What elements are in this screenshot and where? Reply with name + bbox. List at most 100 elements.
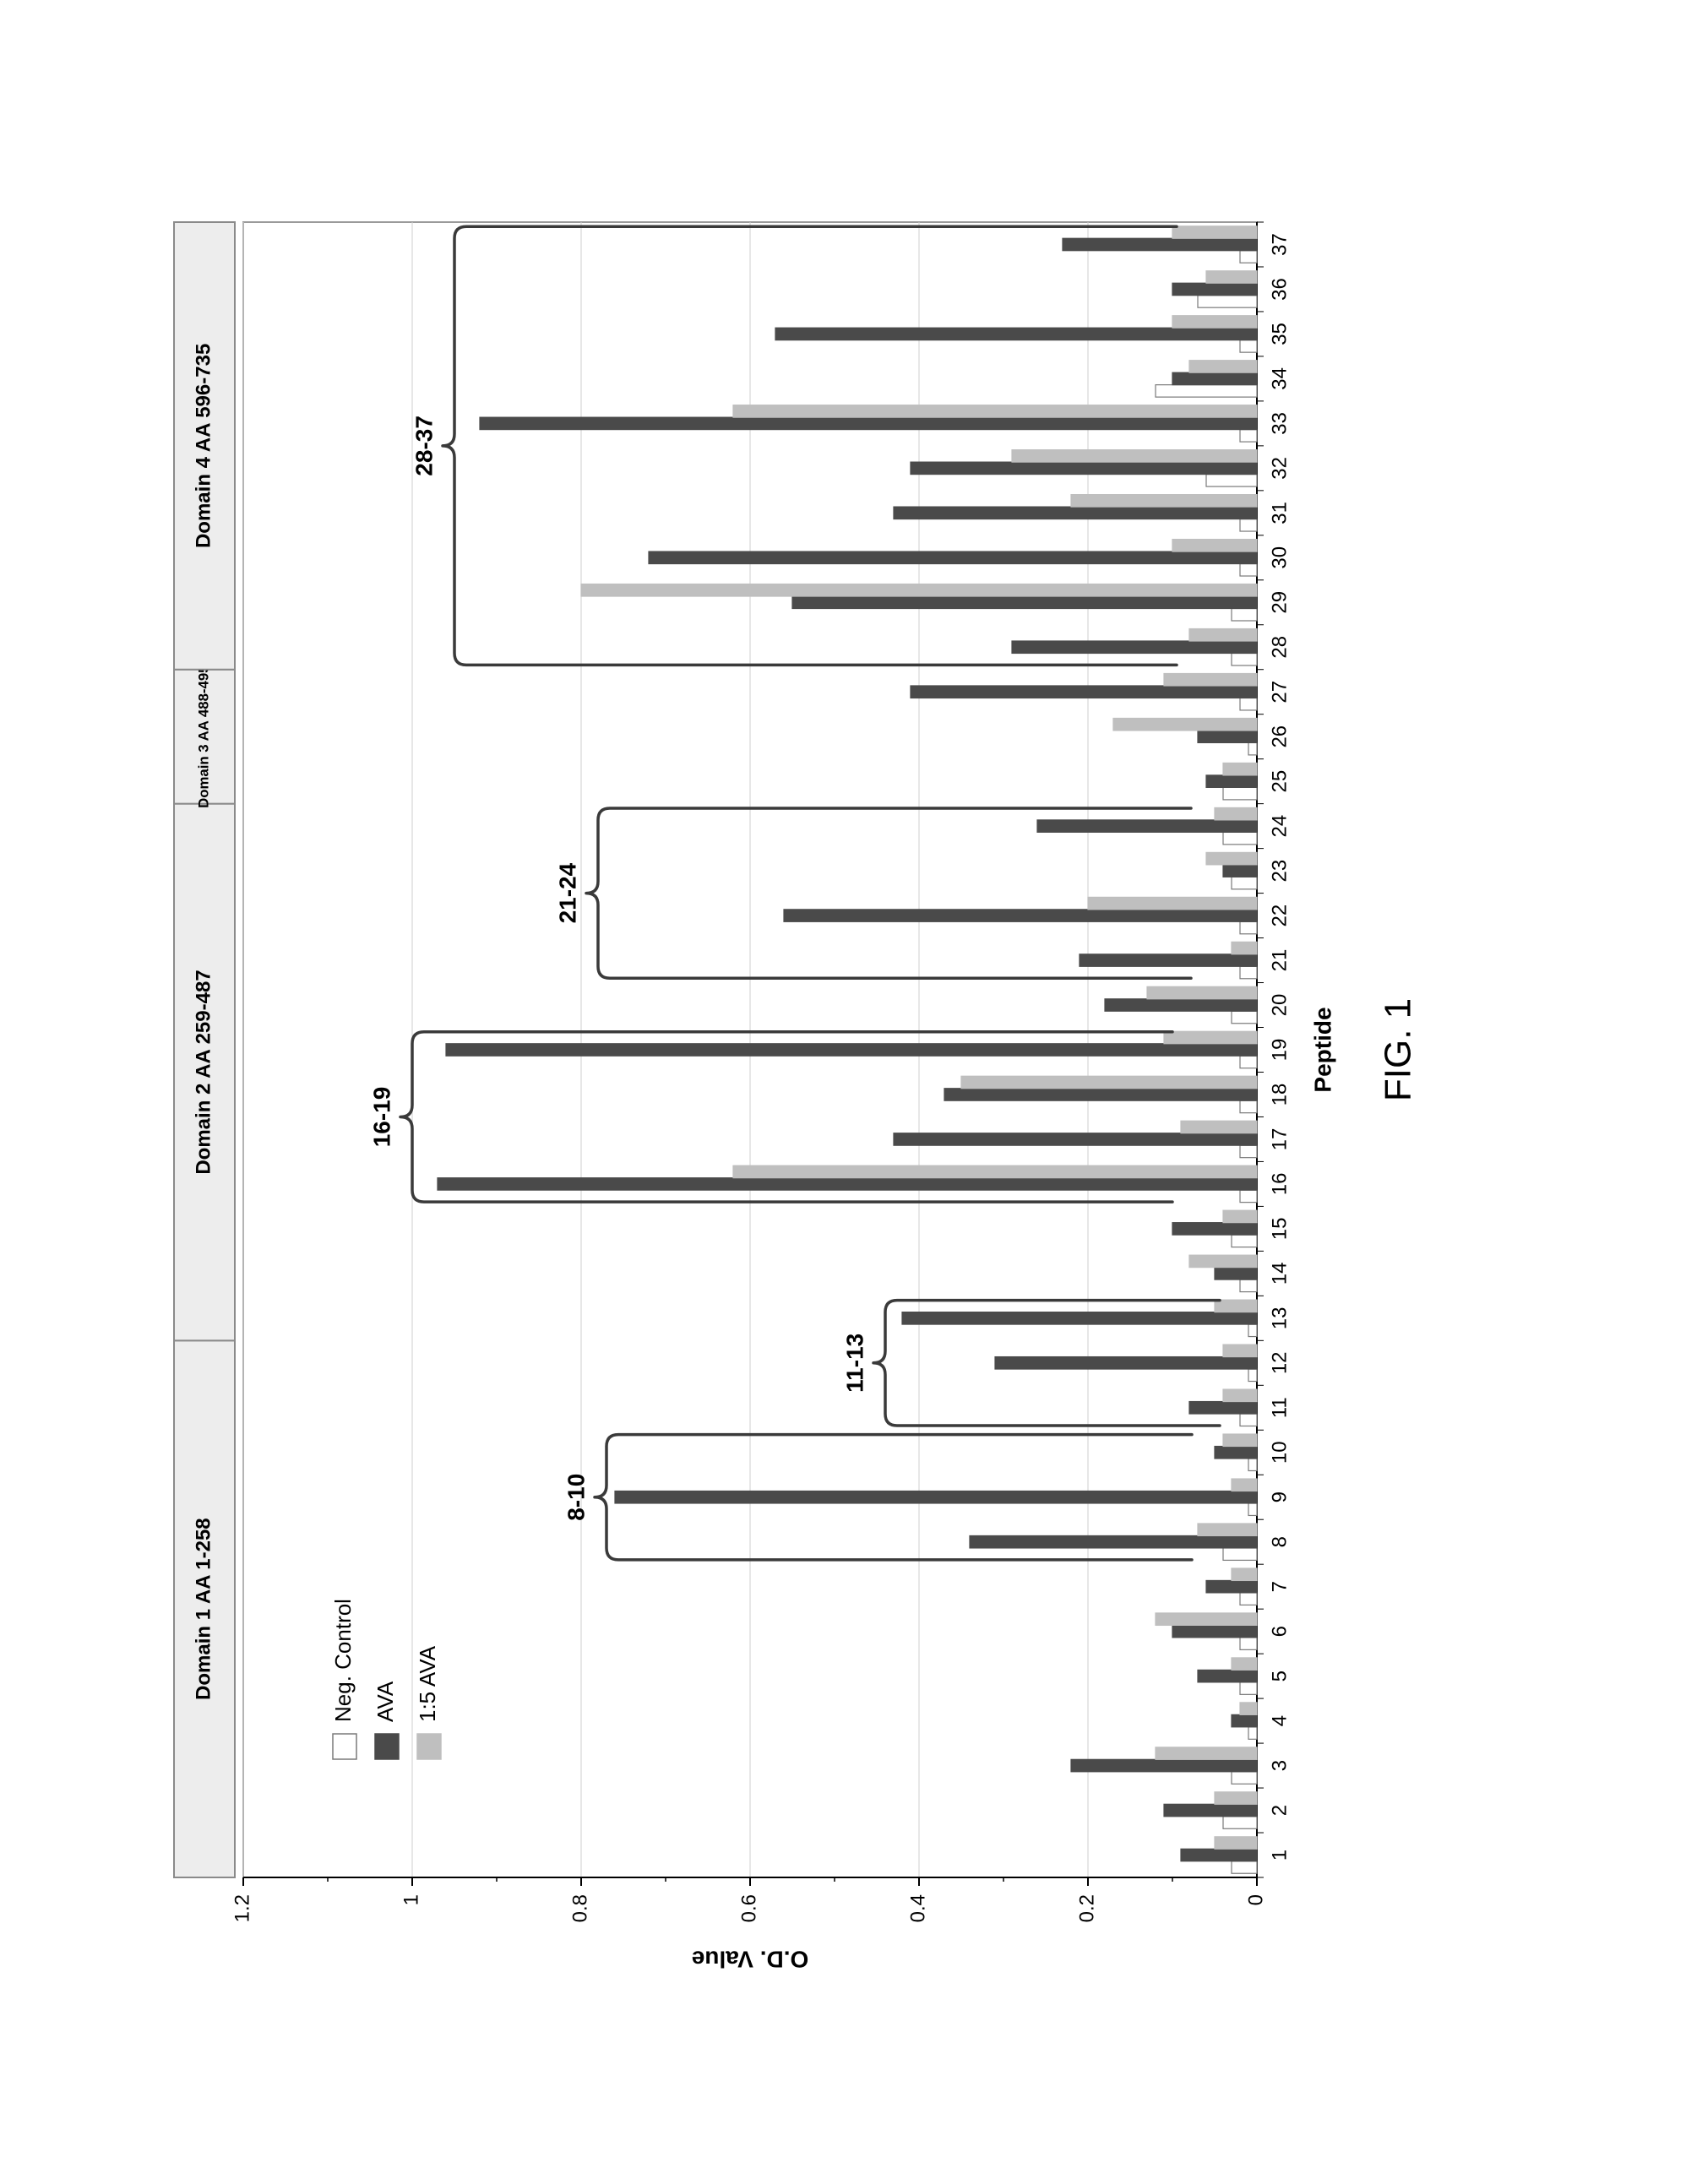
bar [1248, 1324, 1257, 1336]
bar [1223, 787, 1257, 799]
x-tick-label: 10 [1268, 1441, 1291, 1464]
x-tick-label: 32 [1268, 457, 1291, 480]
bar [1198, 731, 1257, 742]
bar-chart: Domain 1 AA 1-258Domain 2 AA 259-487Doma… [125, 163, 1561, 2021]
bar [944, 1089, 1257, 1100]
bar [733, 405, 1257, 417]
bar [1189, 1255, 1257, 1267]
bar [1240, 430, 1257, 442]
bar [1172, 1223, 1257, 1235]
bar [1206, 775, 1257, 787]
x-tick-label: 36 [1268, 278, 1291, 301]
bar [1088, 897, 1257, 909]
bar [1248, 1369, 1257, 1381]
bar [1215, 807, 1257, 819]
x-tick-label: 7 [1268, 1581, 1291, 1592]
legend-swatch [375, 1734, 399, 1759]
x-tick-label: 22 [1268, 905, 1291, 927]
bar [970, 1535, 1257, 1547]
bar [784, 910, 1257, 921]
bar [1232, 609, 1257, 621]
x-tick-label: 5 [1268, 1671, 1291, 1681]
x-tick-label: 13 [1268, 1307, 1291, 1329]
bar [1232, 1235, 1257, 1247]
x-tick-label: 8 [1268, 1536, 1291, 1547]
x-tick-label: 27 [1268, 681, 1291, 704]
bar [894, 507, 1257, 519]
bar [1215, 1447, 1257, 1459]
bar [1156, 1747, 1257, 1759]
domain-label: Domain 2 AA 259-487 [192, 970, 215, 1174]
bar [1240, 1056, 1257, 1068]
bar [961, 1076, 1257, 1088]
bar [581, 584, 1257, 596]
bar [1181, 1849, 1257, 1861]
bar [1248, 1727, 1257, 1739]
bar [1181, 1121, 1257, 1133]
domain-label: Domain 4 AA 596-735 [192, 344, 215, 548]
bar [1232, 1714, 1257, 1726]
bar [1164, 1804, 1257, 1816]
bar [1240, 1145, 1257, 1157]
x-tick-label: 37 [1268, 233, 1291, 256]
bar [1232, 653, 1257, 665]
bar [1223, 1548, 1257, 1560]
bar [1240, 966, 1257, 978]
bar [1240, 251, 1257, 263]
x-tick-label: 9 [1268, 1491, 1291, 1502]
bar [1240, 1279, 1257, 1291]
bracket [586, 808, 1191, 978]
bar [1223, 832, 1257, 844]
x-tick-label: 15 [1268, 1218, 1291, 1241]
bar [1080, 954, 1257, 966]
x-axis-title: Peptide [1309, 1007, 1335, 1092]
bar [1156, 385, 1257, 397]
y-tick-label: 0 [1244, 1894, 1267, 1905]
bar [615, 1491, 1257, 1502]
x-tick-label: 3 [1268, 1760, 1291, 1771]
bar [1232, 1772, 1257, 1784]
y-tick-label: 0.2 [1075, 1894, 1098, 1922]
bar [1215, 1792, 1257, 1804]
y-tick-label: 0.4 [906, 1894, 929, 1922]
domain-label: Domain 3 AA 488-495 [195, 665, 211, 807]
bar [1198, 1670, 1257, 1681]
bar [1206, 271, 1257, 283]
bar [1206, 1580, 1257, 1592]
bar [1223, 1210, 1257, 1222]
legend-label: Neg. Control [330, 1599, 356, 1722]
x-tick-label: 14 [1268, 1263, 1291, 1285]
bar [1071, 495, 1257, 507]
bar [995, 1357, 1257, 1369]
x-tick-label: 25 [1268, 770, 1291, 793]
bar [1164, 1031, 1257, 1043]
x-tick-label: 20 [1268, 994, 1291, 1017]
x-tick-label: 18 [1268, 1084, 1291, 1106]
bar [1240, 698, 1257, 709]
bar [1215, 1268, 1257, 1279]
bar [733, 1165, 1257, 1177]
legend-swatch [333, 1734, 356, 1759]
bracket-label: 11-13 [841, 1334, 867, 1393]
x-tick-label: 23 [1268, 860, 1291, 883]
bar [1206, 852, 1257, 864]
y-tick-label: 0.8 [568, 1894, 591, 1922]
x-tick-label: 26 [1268, 725, 1291, 748]
bar [1172, 1625, 1257, 1637]
bar [1147, 986, 1257, 998]
legend-label: AVA [373, 1681, 398, 1722]
bar [1232, 942, 1257, 953]
y-tick-label: 0.6 [737, 1894, 760, 1922]
bar [1206, 475, 1257, 486]
y-axis-title: O.D. Value [692, 1947, 809, 1973]
bar [1232, 1479, 1257, 1491]
bar [1164, 673, 1257, 685]
bar [1240, 1190, 1257, 1202]
x-tick-label: 11 [1268, 1397, 1291, 1418]
x-tick-label: 24 [1268, 815, 1291, 838]
figure-caption: FIG. 1 [1378, 998, 1419, 1101]
bar [1198, 1524, 1257, 1535]
bar [1037, 820, 1257, 832]
bar [1240, 564, 1257, 576]
bar [1248, 1503, 1257, 1515]
